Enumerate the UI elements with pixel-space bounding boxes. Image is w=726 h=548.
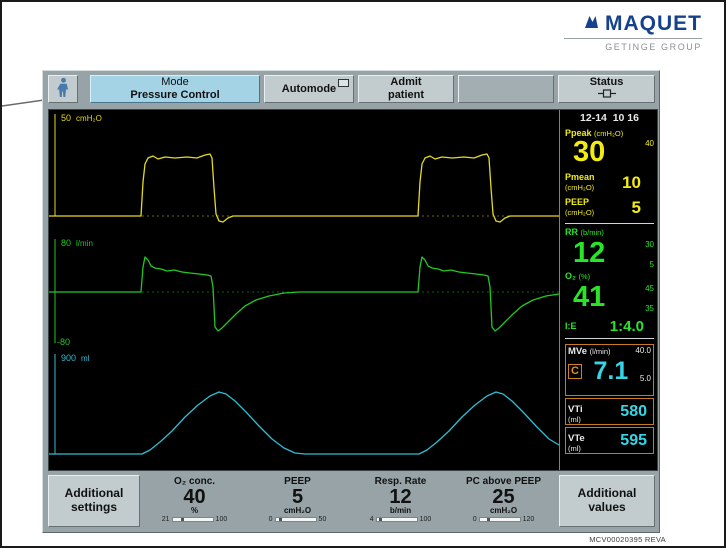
flow-scale-label: 80 l/min <box>61 238 93 248</box>
scale-bar <box>274 517 317 523</box>
mode-value: Pressure Control <box>130 89 220 101</box>
status-connector-icon <box>597 89 616 102</box>
pmean-display: Pmean (cmH₂O) 10 <box>565 170 654 195</box>
scale-bar <box>171 517 214 523</box>
vte-display[interactable]: VTe (ml) 595 <box>565 427 654 454</box>
peep-value: 5 <box>631 197 641 217</box>
mve-flag-badge: C <box>568 364 582 379</box>
param-peep[interactable]: PEEP 5 cmH₂O 0 50 <box>268 476 327 524</box>
additional-settings-button[interactable]: Additional settings <box>48 475 140 527</box>
param-value: 40 <box>183 486 206 508</box>
admit-line2: patient <box>387 89 425 101</box>
vitals-divider <box>565 338 654 339</box>
pmean-value: 10 <box>622 172 641 192</box>
vitals-divider <box>565 223 654 224</box>
mve-display[interactable]: MVe (l/min) 40.0 C 7.1 5.0 <box>565 344 654 396</box>
status-button[interactable]: Status <box>558 75 655 103</box>
automode-label: Automode <box>281 82 337 95</box>
logo-divider <box>564 38 702 39</box>
peep-display: PEEP (cmH₂O) 5 <box>565 195 654 220</box>
document-reference: MCV00020395 REVA <box>589 535 666 544</box>
device-panel: Mode Pressure Control Automode Admit pat… <box>42 70 660 533</box>
param-pc-above-peep[interactable]: PC above PEEP 25 cmH₂O 0 120 <box>465 476 542 524</box>
mode-button[interactable]: Mode Pressure Control <box>90 75 260 103</box>
mve-value: 7.1 <box>593 357 629 385</box>
admit-patient-button[interactable]: Admit patient <box>358 75 454 103</box>
additional-values-button[interactable]: Additional values <box>559 475 655 527</box>
vti-display[interactable]: VTi (ml) 580 <box>565 398 654 425</box>
flow-waveform: 80 l/min -80 <box>49 235 560 350</box>
pressure-waveform: 50 cmH₂O <box>49 110 560 235</box>
rr-limit-low: 5 <box>649 260 654 269</box>
patient-icon <box>56 77 70 102</box>
automode-button[interactable]: Automode <box>264 75 354 103</box>
o2-limit-high: 45 <box>645 284 654 293</box>
brand-group: GETINGE GROUP <box>605 42 702 52</box>
ppeak-display: Ppeak (cmH₂O) 30 40 <box>565 128 654 168</box>
maquet-logo: MAQUET GETINGE GROUP <box>564 12 702 52</box>
rr-value: 12 <box>573 237 606 269</box>
maquet-logo-icon <box>584 15 599 34</box>
volume-scale-label: 900 ml <box>61 353 90 363</box>
brand-name: MAQUET <box>605 12 702 35</box>
param-o2-conc[interactable]: O₂ conc. 40 % 21 100 <box>161 476 228 524</box>
status-label: Status <box>589 76 624 89</box>
param-resp-rate[interactable]: Resp. Rate 12 b/min 4 100 <box>369 476 432 524</box>
param-value: 5 <box>291 486 304 508</box>
rr-limit-high: 30 <box>645 240 654 249</box>
automode-window-icon <box>338 79 349 87</box>
ppeak-value: 30 <box>573 136 606 168</box>
pressure-scale-label: 50 cmH₂O <box>61 113 102 123</box>
mode-title: Mode <box>161 76 189 89</box>
ppeak-limit-high: 40 <box>645 139 654 148</box>
empty-button-slot <box>458 75 554 103</box>
ie-display: I:E 1:4.0 <box>565 317 654 335</box>
setting-knobs: O₂ conc. 40 % 21 100 PEEP 5 cmH₂O 0 50 Res… <box>143 475 555 527</box>
callout-line <box>2 99 44 107</box>
mve-limit-high: 40.0 <box>635 346 651 355</box>
admit-line1: Admit <box>390 76 422 89</box>
vitals-panel: 12-14 10 16 Ppeak (cmH₂O) 30 40 Pmean (cm… <box>561 110 657 470</box>
param-value: 25 <box>492 486 515 508</box>
scale-bar <box>375 517 418 523</box>
o2-value: 41 <box>573 281 606 313</box>
volume-waveform: 900 ml <box>49 350 560 470</box>
o2-limit-low: 35 <box>645 304 654 313</box>
mve-limit-low: 5.0 <box>639 374 651 383</box>
patient-category-button[interactable] <box>48 75 78 103</box>
scale-bar <box>478 517 521 523</box>
ie-value: 1:4.0 <box>609 317 644 335</box>
param-value: 12 <box>389 486 412 508</box>
datetime: 12-14 10 16 <box>580 112 639 124</box>
vte-value: 595 <box>620 431 647 449</box>
rr-display: RR (b/min) 12 30 5 <box>565 227 654 269</box>
o2-display: O₂ (%) 41 45 35 <box>565 271 654 313</box>
waveform-area: 50 cmH₂O 80 l/min -80 900 ml <box>49 110 560 470</box>
flow-scale-low-label: -80 <box>57 337 71 347</box>
vti-value: 580 <box>620 402 647 420</box>
monitor-screen: 50 cmH₂O 80 l/min -80 900 ml 12-14 10 16… <box>48 109 658 471</box>
